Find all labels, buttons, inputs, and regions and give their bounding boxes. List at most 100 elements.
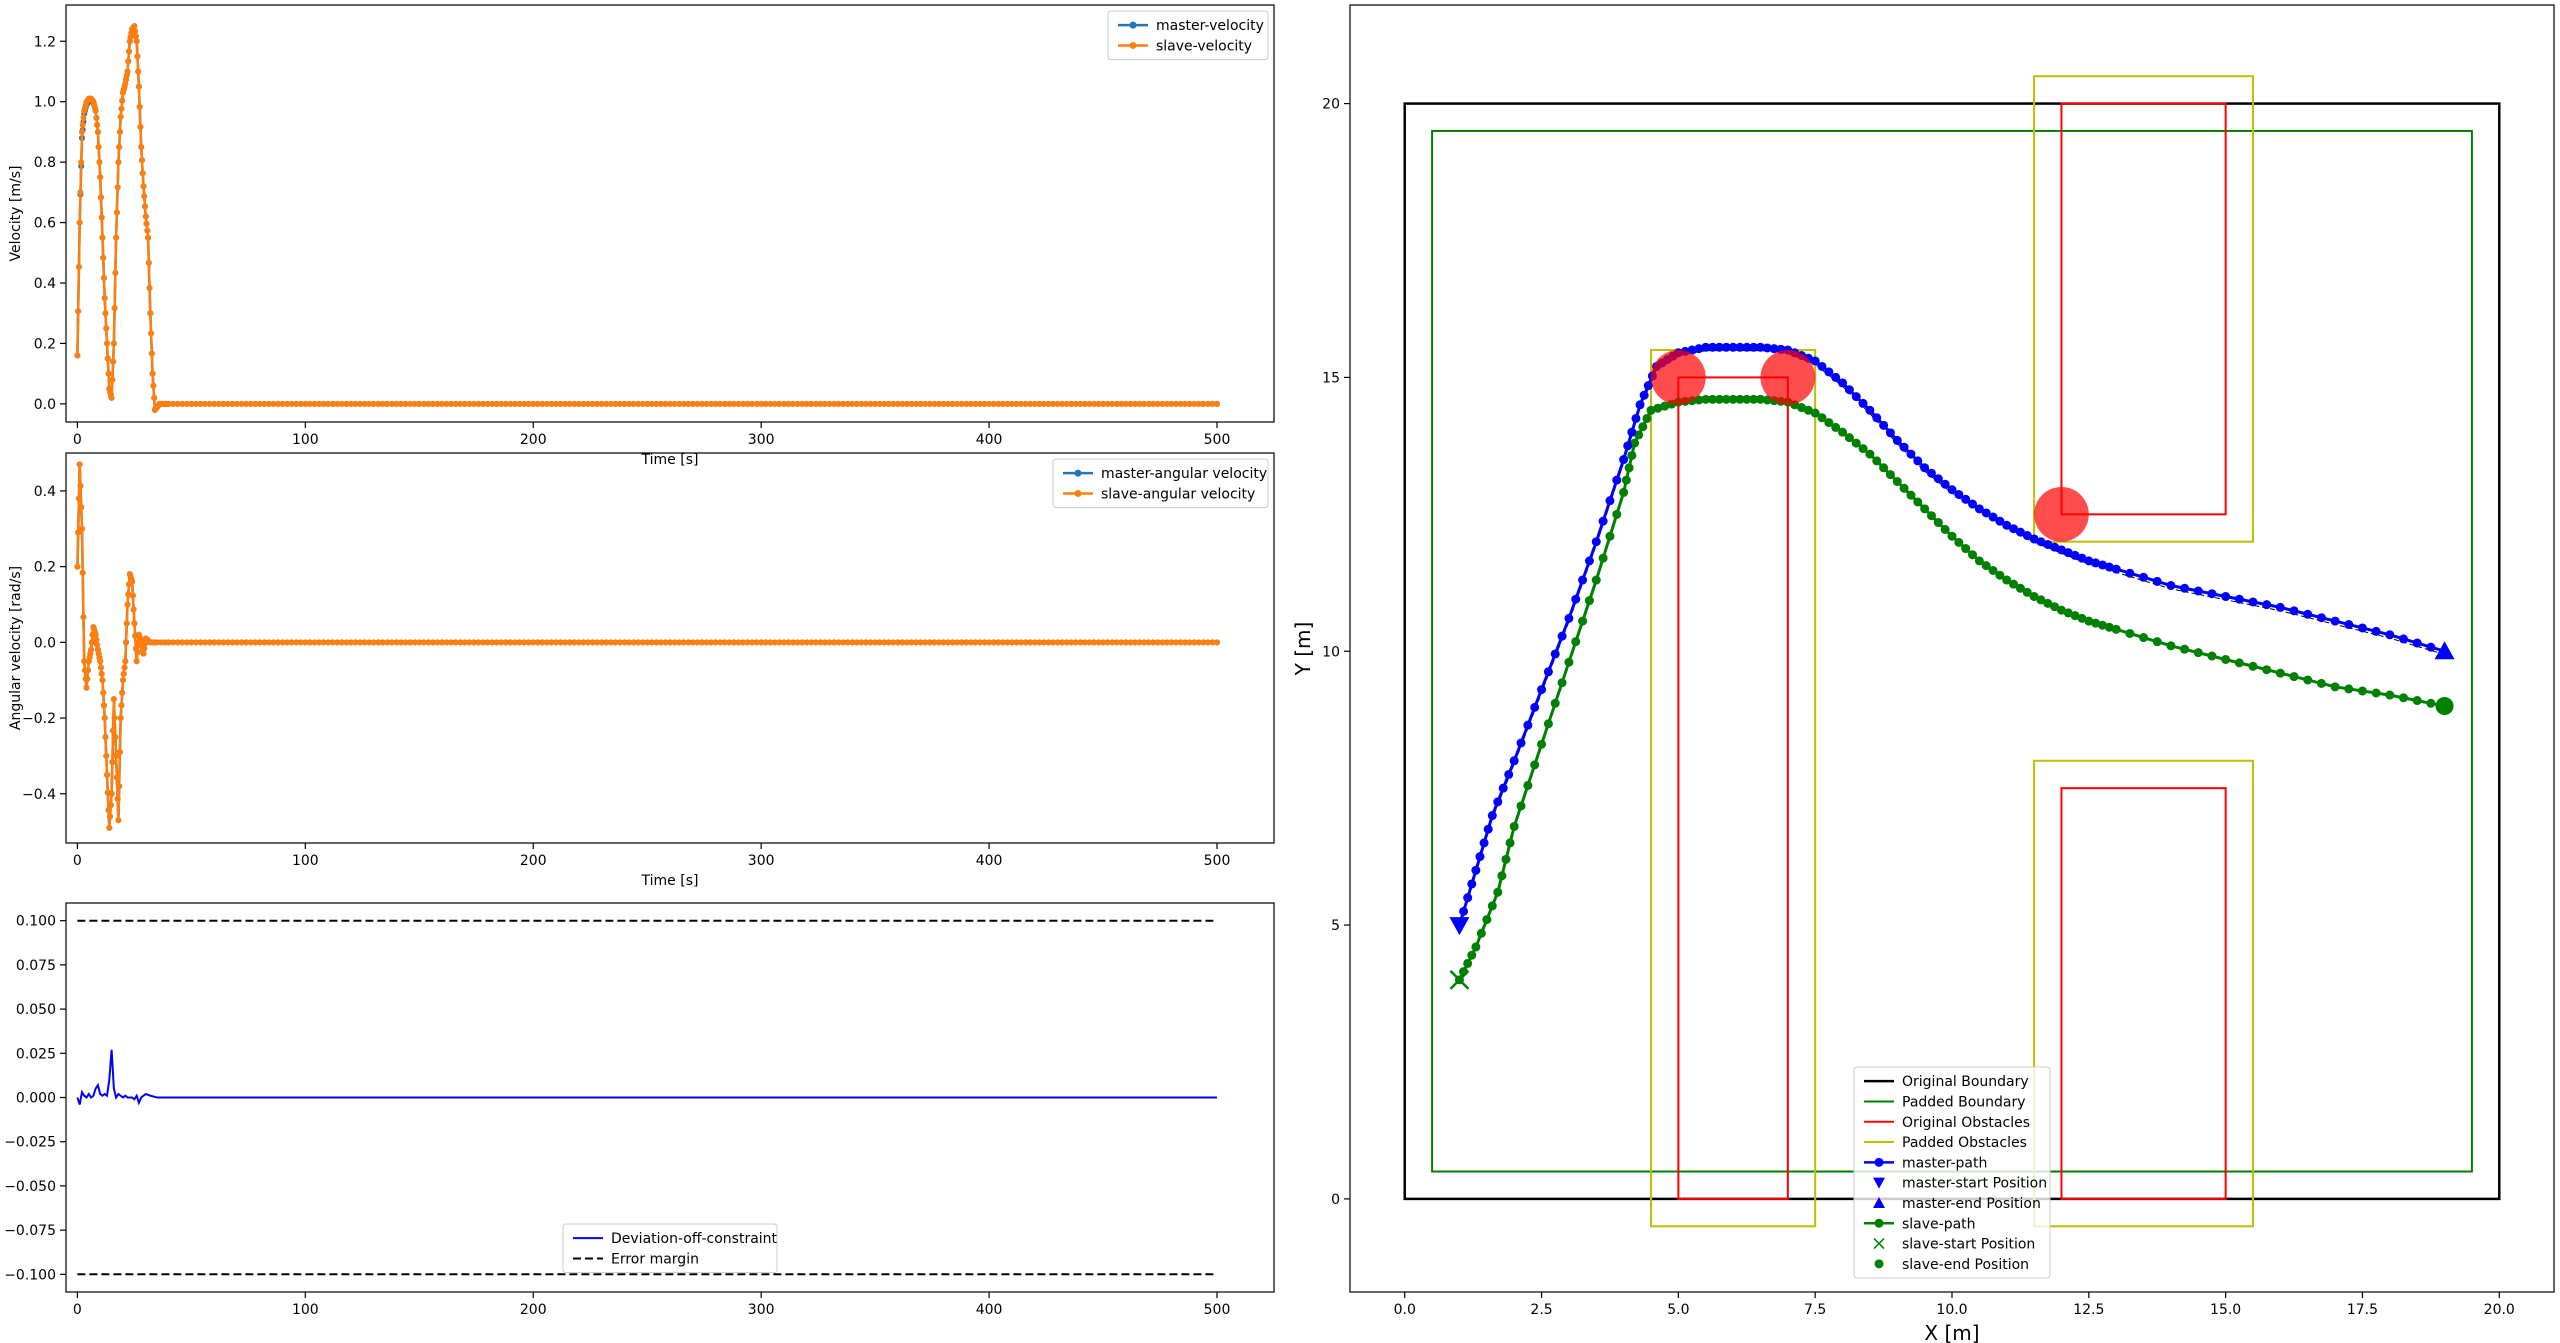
path-point <box>2248 597 2258 607</box>
y-tick-label: 1.0 <box>34 95 56 111</box>
path-point <box>1892 435 1902 445</box>
data-point <box>1172 639 1179 646</box>
data-point <box>443 639 450 646</box>
data-point <box>589 639 596 646</box>
path-point <box>2002 575 2012 585</box>
data-point <box>671 400 678 407</box>
data-point <box>80 114 87 121</box>
path-point <box>1995 516 2005 526</box>
data-point <box>539 639 546 646</box>
legend-entry: Original Boundary <box>1864 1074 2029 1090</box>
data-point <box>935 400 942 407</box>
data-point <box>1031 400 1038 407</box>
data-point <box>817 400 824 407</box>
path-point <box>2084 616 2094 626</box>
path-point <box>1735 394 1745 404</box>
data-point <box>735 639 742 646</box>
data-point <box>78 504 85 511</box>
data-point <box>74 352 81 359</box>
x-tick-label: 300 <box>748 432 775 448</box>
data-point <box>625 400 632 407</box>
map-legend <box>1853 1066 2051 1279</box>
y-tick-label: −0.2 <box>22 711 56 727</box>
data-point <box>867 639 874 646</box>
data-point <box>279 639 286 646</box>
data-point <box>229 639 236 646</box>
data-point <box>493 400 500 407</box>
data-point <box>79 121 86 128</box>
path-point <box>1605 496 1615 506</box>
data-point <box>270 400 277 407</box>
data-point <box>780 400 787 407</box>
data-point <box>858 639 865 646</box>
path-point <box>1851 438 1861 448</box>
data-point <box>352 400 359 407</box>
master-path-line <box>1458 345 2445 926</box>
angular-plot-area <box>74 461 1221 831</box>
data-point <box>1004 639 1011 646</box>
data-point <box>1168 639 1175 646</box>
data-point <box>379 639 386 646</box>
data-point <box>141 193 148 200</box>
data-point <box>831 639 838 646</box>
path-point <box>2234 658 2244 668</box>
path-point <box>2303 675 2313 685</box>
data-point <box>192 400 199 407</box>
path-point <box>2289 606 2299 616</box>
data-point <box>821 400 828 407</box>
data-point <box>616 400 623 407</box>
data-point <box>954 639 961 646</box>
data-point <box>136 103 143 110</box>
data-point <box>388 400 395 407</box>
data-point <box>165 639 172 646</box>
path-point <box>1612 509 1622 519</box>
path-point <box>2125 628 2135 638</box>
path-point <box>1961 494 1971 504</box>
data-point <box>94 128 101 135</box>
data-point <box>580 639 587 646</box>
data-point <box>142 213 149 220</box>
y-tick-label: −0.100 <box>4 1267 56 1283</box>
data-point <box>758 639 765 646</box>
legend-label: slave-start Position <box>1902 1237 2035 1253</box>
path-point <box>2330 682 2340 692</box>
path-point <box>1838 378 1848 388</box>
data-point <box>949 639 956 646</box>
data-point <box>188 639 195 646</box>
data-point <box>211 400 218 407</box>
data-point <box>607 639 614 646</box>
data-point <box>739 639 746 646</box>
data-point <box>96 159 103 166</box>
data-point <box>940 639 947 646</box>
data-point <box>603 639 610 646</box>
path-point <box>2426 642 2436 652</box>
data-point <box>521 639 528 646</box>
data-point <box>79 569 86 576</box>
path-point <box>1639 390 1649 400</box>
data-point <box>648 639 655 646</box>
data-point <box>826 639 833 646</box>
path-point <box>1892 476 1902 486</box>
path-point <box>1537 685 1547 695</box>
path-point <box>1578 575 1588 585</box>
data-point <box>831 400 838 407</box>
data-point <box>78 128 85 135</box>
data-point <box>111 305 118 312</box>
data-point <box>1177 639 1184 646</box>
data-point <box>1122 400 1129 407</box>
data-point <box>119 677 126 684</box>
legend-label: Original Boundary <box>1902 1074 2029 1090</box>
data-point <box>439 400 446 407</box>
data-point <box>657 639 664 646</box>
path-point <box>1631 413 1641 423</box>
data-point <box>84 675 91 682</box>
data-point <box>131 23 138 30</box>
path-point <box>2022 531 2032 541</box>
legend-label: Deviation-off-constraint <box>611 1231 778 1247</box>
y-tick-label: 0.2 <box>34 560 56 576</box>
data-point <box>137 123 144 130</box>
path-point <box>2166 581 2176 591</box>
data-point <box>141 645 148 652</box>
path-point <box>2262 665 2272 675</box>
data-point <box>315 639 322 646</box>
